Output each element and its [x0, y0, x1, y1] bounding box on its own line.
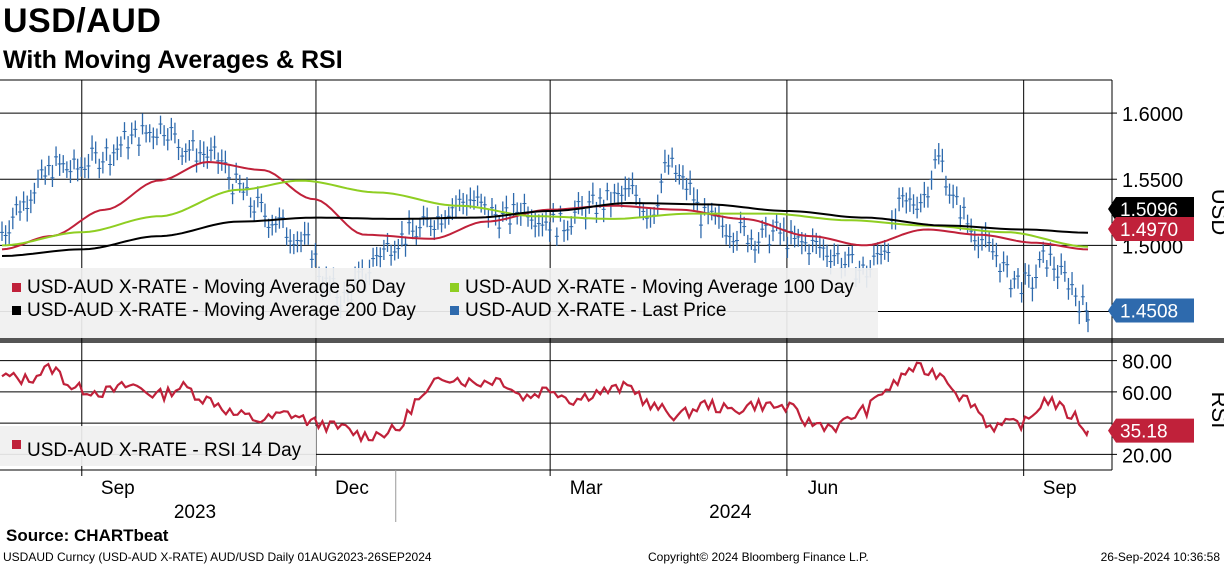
last-value-tag-text: 1.4970	[1120, 220, 1178, 241]
legend-label: USD-AUD X-RATE - Moving Average 200 Day	[27, 300, 416, 321]
chart-subtitle: With Moving Averages & RSI	[3, 46, 343, 74]
footer-description: USDAUD Curncy (USD-AUD X-RATE) AUD/USD D…	[3, 550, 432, 564]
legend-swatch	[12, 440, 21, 449]
panel-divider	[0, 338, 1224, 343]
last-value-tag-bg	[1108, 197, 1194, 221]
footer-copyright: Copyright© 2024 Bloomberg Finance L.P.	[648, 550, 869, 564]
legend-label: USD-AUD X-RATE - Last Price	[465, 300, 726, 321]
last-value-tag: 1.4970	[1108, 217, 1194, 241]
chart-title: USD/AUD	[3, 2, 162, 40]
price-y-tick-label: 1.5500	[1122, 170, 1183, 192]
legend-label: USD-AUD X-RATE - Moving Average 100 Day	[465, 277, 854, 298]
legend-swatch	[12, 306, 21, 315]
price-y-tick-label: 1.5000	[1122, 236, 1183, 258]
footer-timestamp: 26-Sep-2024 10:36:58	[1100, 550, 1220, 564]
rsi-axis-title: RSI	[1207, 392, 1224, 429]
last-value-tag: 35.18	[1108, 418, 1194, 443]
legend-swatch	[450, 283, 459, 292]
legend-swatch	[450, 306, 459, 315]
ma100-line	[1, 179, 1089, 248]
last-value-tag-bg	[1108, 217, 1194, 241]
last-value-tag: 1.4508	[1108, 298, 1194, 323]
x-tick-label: Sep	[1043, 478, 1077, 499]
last-value-tag-bg	[1108, 418, 1194, 443]
ma200-line	[1, 201, 1089, 257]
x-tick-label: Dec	[335, 478, 369, 499]
legend-label: USD-AUD X-RATE - Moving Average 50 Day	[27, 277, 406, 298]
rsi-y-tick-label: 20.00	[1122, 445, 1172, 467]
last-value-tag-text: 1.5096	[1120, 200, 1178, 221]
x-tick-label: Sep	[101, 478, 135, 499]
price-axis-title: USD	[1207, 189, 1224, 235]
ma50-line	[1, 160, 1089, 251]
last-value-tag-text: 1.4508	[1120, 301, 1178, 322]
last-value-tag: 1.5096	[1108, 197, 1194, 221]
legend-label: USD-AUD X-RATE - RSI 14 Day	[27, 440, 302, 461]
x-tick-label: Mar	[570, 478, 603, 499]
rsi-legend-box	[0, 426, 316, 466]
price-y-tick-label: 1.6000	[1122, 104, 1183, 126]
source-note: Source: CHARTbeat	[6, 526, 169, 545]
rsi-y-tick-label: 60.00	[1122, 383, 1172, 405]
x-year-label: 2024	[709, 502, 752, 523]
legend-swatch	[12, 283, 21, 292]
rsi-line	[1, 361, 1090, 444]
last-value-tag-text: 35.18	[1120, 422, 1168, 443]
last-value-tag-bg	[1108, 298, 1194, 323]
rsi-y-tick-label: 80.00	[1122, 352, 1172, 374]
x-year-label: 2023	[174, 502, 216, 523]
x-tick-label: Jun	[808, 478, 839, 499]
price-legend-box	[0, 268, 878, 338]
